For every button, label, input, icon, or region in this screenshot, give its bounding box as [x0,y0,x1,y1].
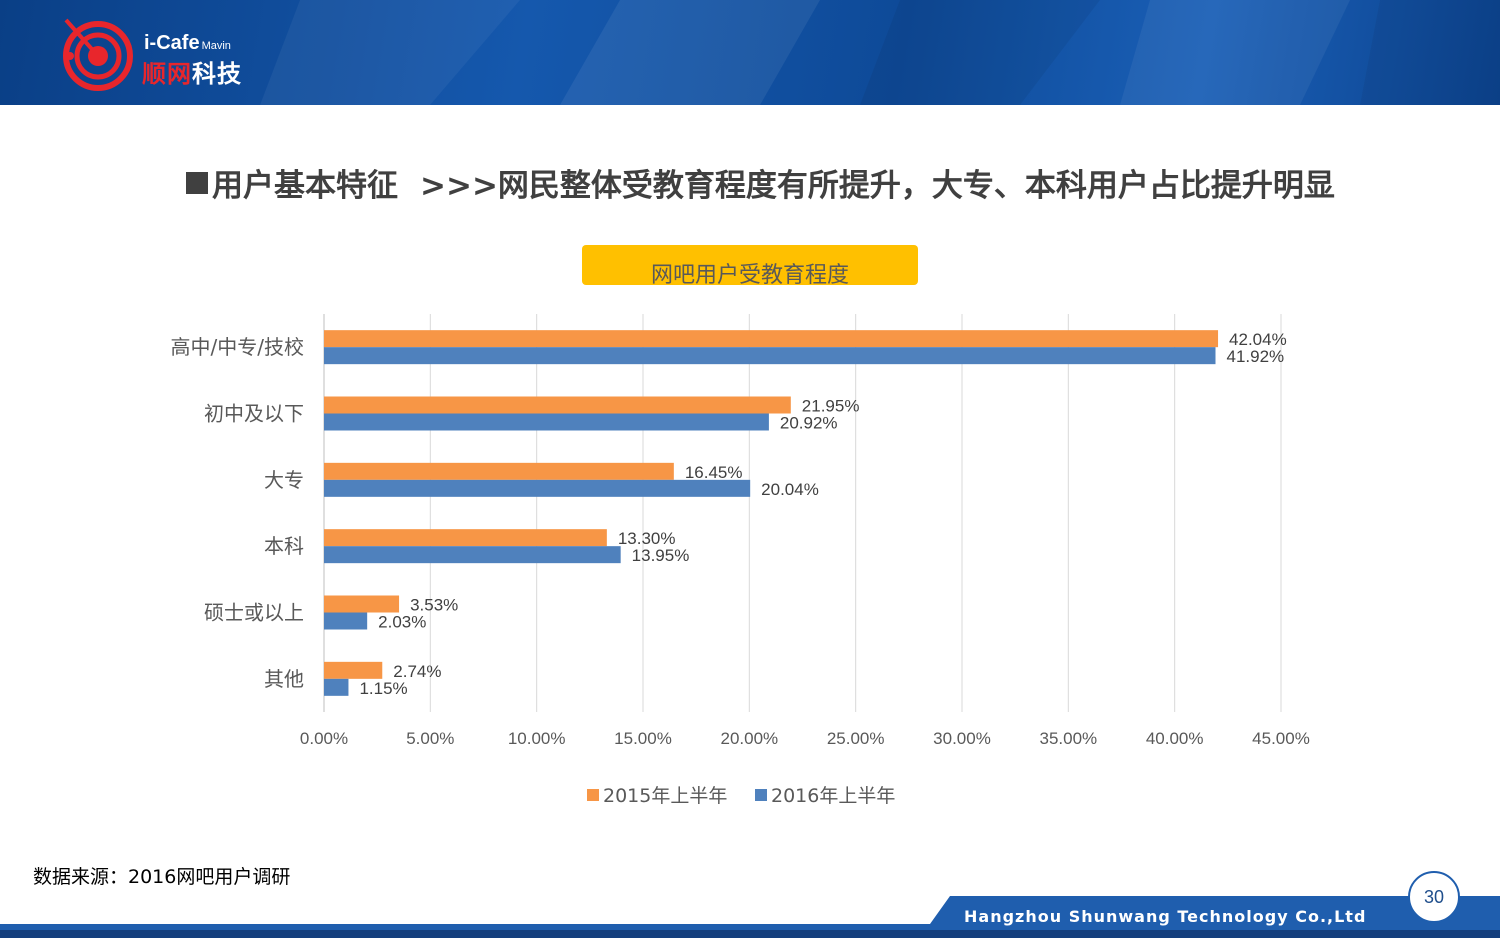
x-tick-label: 35.00% [1039,729,1097,748]
headline-main: 用户基本特征 [212,168,398,204]
x-tick-label: 10.00% [508,729,566,748]
x-tick-label: 45.00% [1252,729,1310,748]
category-label: 高中/中专/技校 [171,335,304,359]
category-label: 其他 [264,667,304,691]
logo-brand: i-Cafe Mavin [144,32,231,55]
bar-2016 [324,413,769,431]
category-label: 本科 [264,534,304,558]
chart-bars [324,330,1219,696]
headline-sub: >>>网民整体受教育程度有所提升，大专、本科用户占比提升明显 [420,168,1335,204]
data-label: 41.92% [1226,347,1284,366]
logo-brand-text: i-Cafe [144,32,200,54]
data-label: 42.04% [1229,330,1287,349]
page-number: 30 [1408,871,1460,923]
bar-2016 [324,678,349,696]
bar-2016 [324,347,1216,365]
data-source-note: 数据来源：2016网吧用户调研 [33,866,291,888]
bar-2015 [324,661,383,679]
chart-grid [323,314,1282,712]
chart-labels: 0.00% 5.00% 10.00% 15.00% 20.00% 25.00% 30.00%… [171,330,1310,748]
x-tick-label: 15.00% [614,729,672,748]
data-label: 3.53% [410,596,458,615]
target-logo-icon [63,18,133,91]
data-label: 20.04% [761,480,819,499]
x-tick-label: 0.00% [300,729,348,748]
bar-2016 [324,479,751,497]
bar-2015 [324,462,674,480]
logo-cn-white: 科技 [192,59,242,88]
legend-label: 2015年上半年 [603,785,727,807]
data-label: 21.95% [802,397,860,416]
bar-2015 [324,595,400,613]
square-bullet-icon [186,172,208,194]
chart-title: 网吧用户受教育程度 [650,263,849,288]
legend-swatch [755,789,767,801]
category-label: 大专 [264,468,304,492]
top-banner: i-Cafe Mavin 顺网科技 [0,0,1500,105]
data-label: 1.15% [359,679,407,698]
footer-band [0,896,1500,938]
banner-pattern [260,0,1500,105]
x-tick-label: 40.00% [1146,729,1204,748]
bar-2015 [324,529,607,547]
footer-company: Hangzhou Shunwang Technology Co.,Ltd [964,907,1367,926]
slide-headline: 用户基本特征 >>>网民整体受教育程度有所提升，大专、本科用户占比提升明显 [186,160,1476,205]
bar-2016 [324,546,621,564]
logo-brand-suffix: Mavin [201,40,231,52]
data-label: 20.92% [780,414,838,433]
x-tick-label: 25.00% [827,729,885,748]
x-tick-label: 5.00% [406,729,454,748]
chart-title-box: 网吧用户受教育程度 [582,245,918,288]
company-logo: i-Cafe Mavin 顺网科技 [62,14,292,94]
data-label: 2.03% [378,613,426,632]
logo-cn-red: 顺网 [142,59,192,88]
category-label: 硕士或以上 [204,601,304,625]
legend-swatch [587,789,599,801]
data-label: 2.74% [393,662,441,681]
x-tick-label: 20.00% [720,729,778,748]
chart-legend: 2015年上半年 2016年上半年 [587,785,895,807]
bar-2015 [324,396,791,414]
logo-chinese: 顺网科技 [142,54,242,89]
data-label: 16.45% [685,463,743,482]
category-label: 初中及以下 [204,402,304,426]
bar-2015 [324,330,1219,348]
bar-2016 [324,612,368,630]
data-label: 13.30% [618,529,676,548]
data-label: 13.95% [632,546,690,565]
legend-label: 2016年上半年 [771,785,895,807]
x-tick-label: 30.00% [933,729,991,748]
